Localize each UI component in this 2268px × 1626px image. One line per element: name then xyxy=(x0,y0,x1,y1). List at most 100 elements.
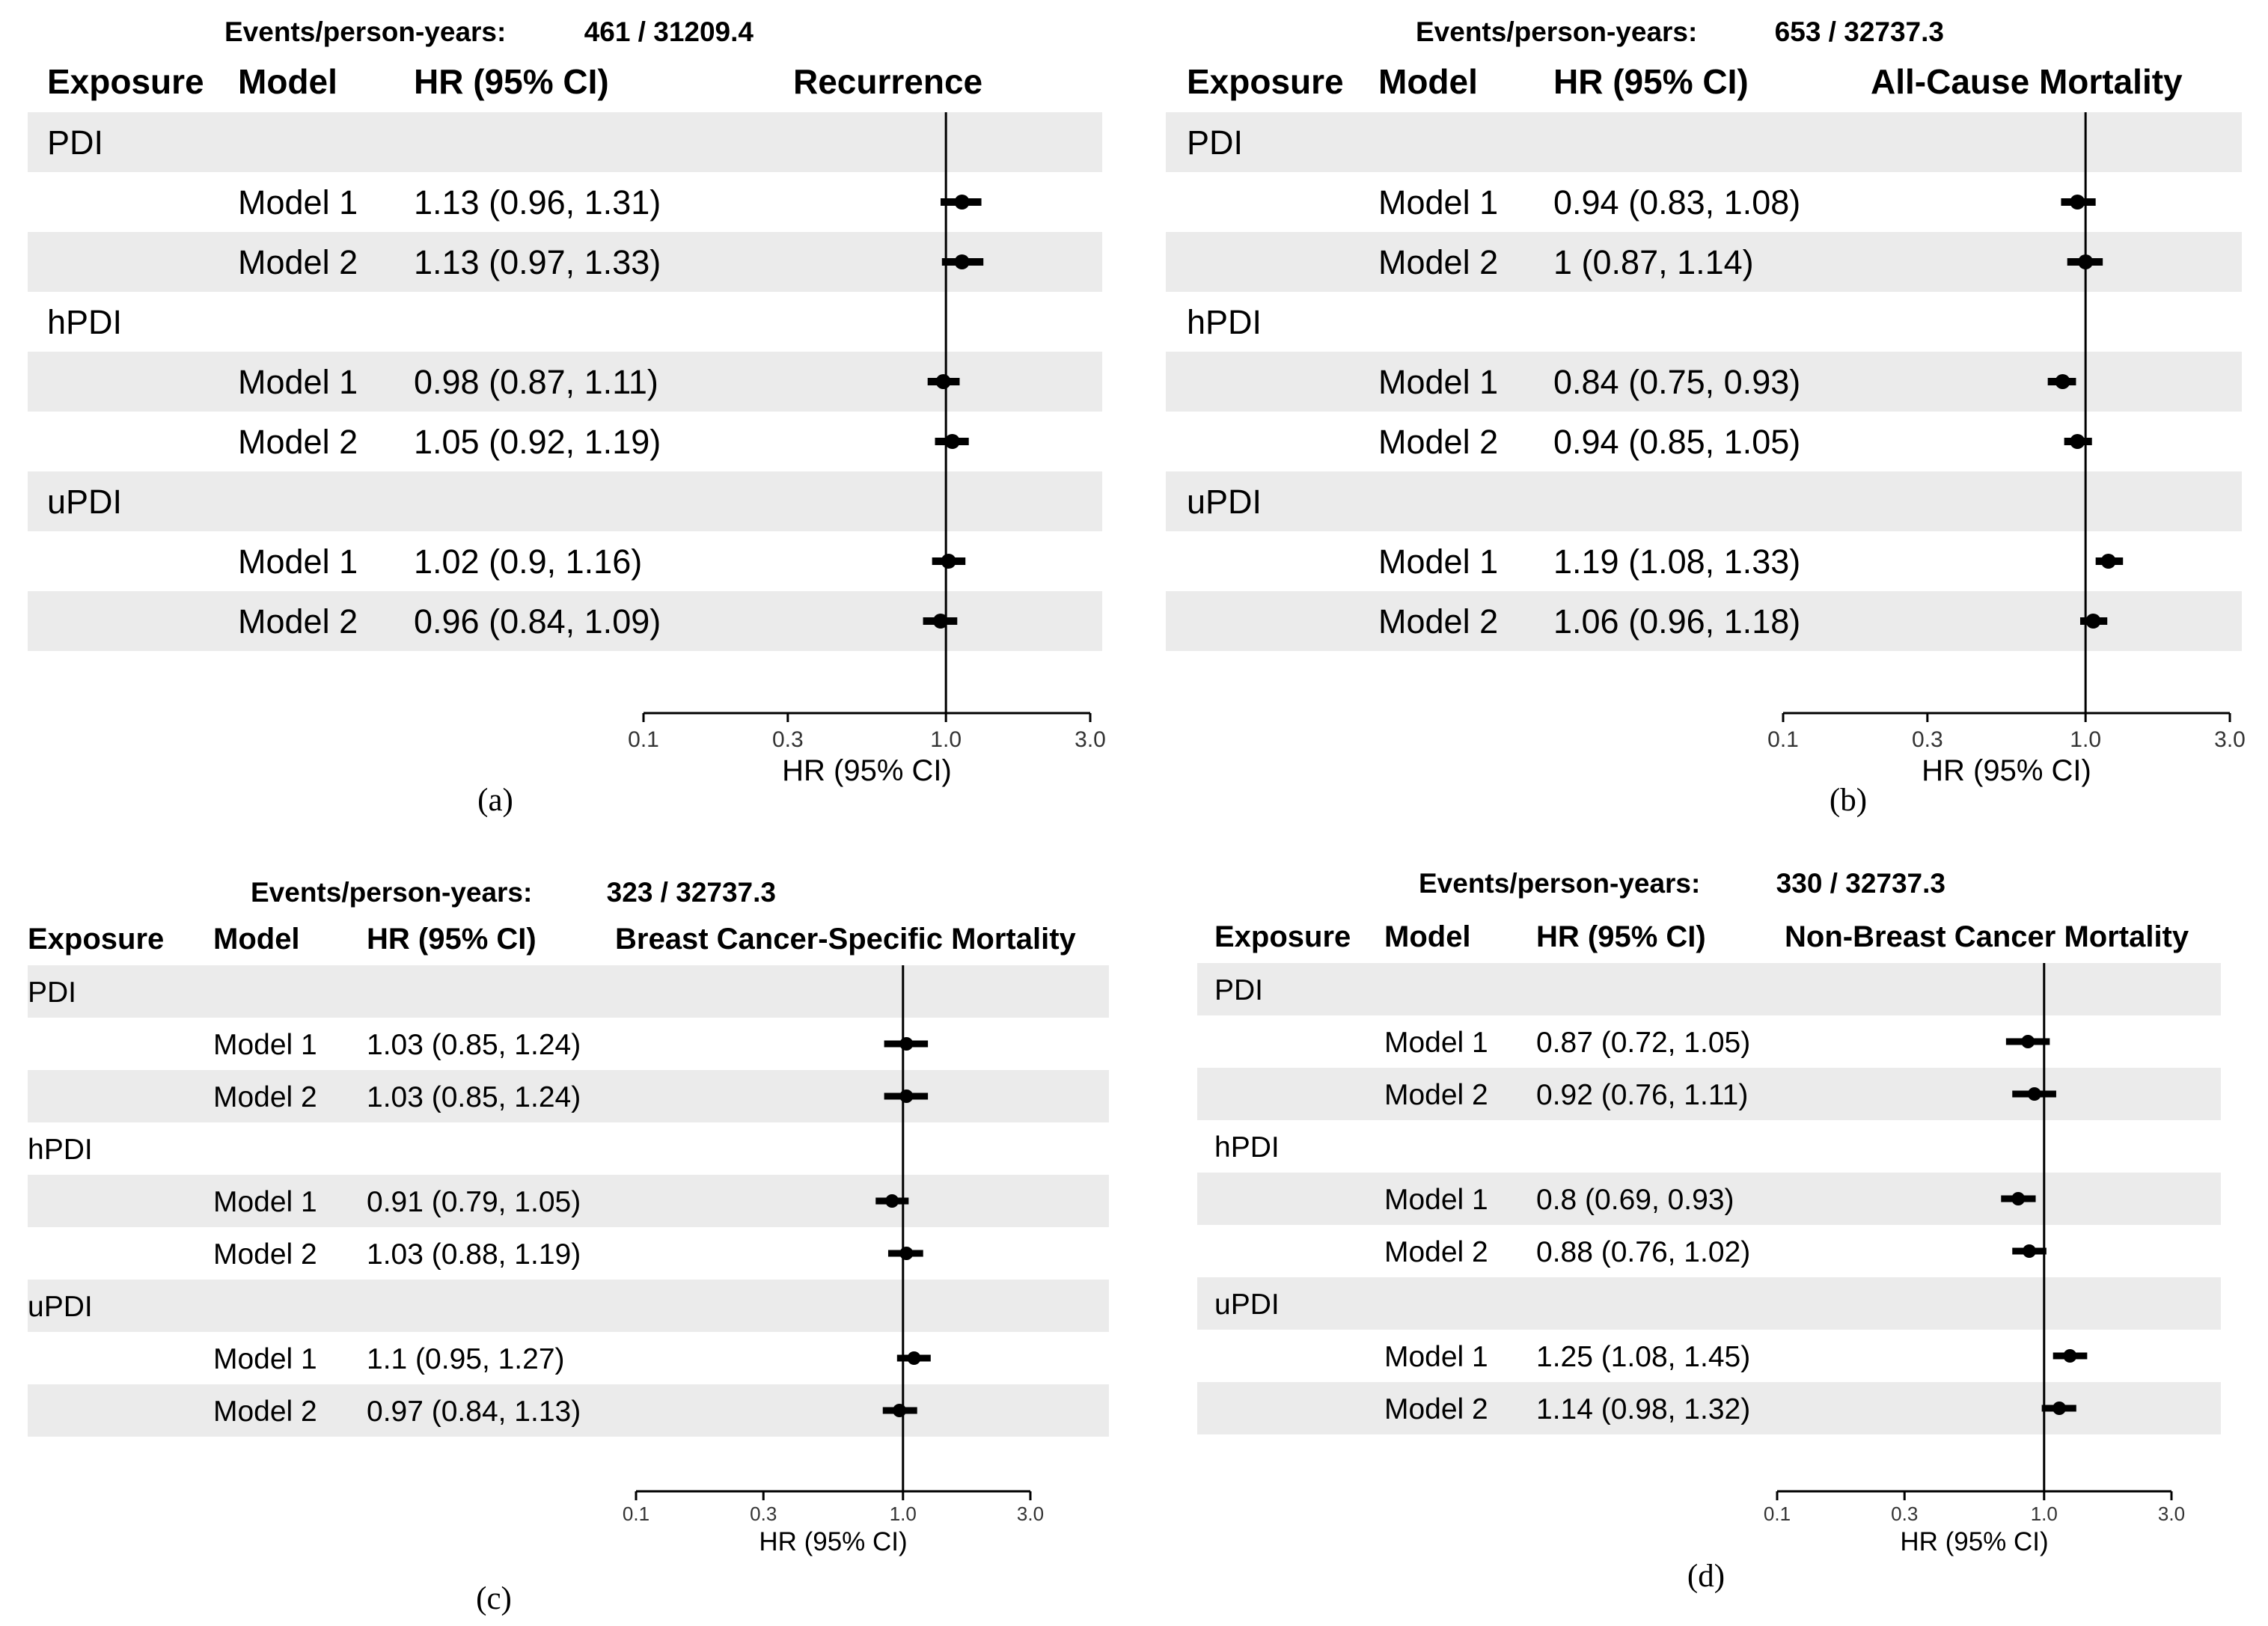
hr-point xyxy=(899,1089,914,1103)
hr-ci-label: 0.92 (0.76, 1.11) xyxy=(1536,1079,1748,1111)
hr-point xyxy=(2063,1349,2077,1363)
panel-title: Breast Cancer-Specific Mortality xyxy=(615,923,1077,956)
hr-point xyxy=(2078,254,2094,269)
x-axis-title: HR (95% CI) xyxy=(782,754,952,787)
hr-point xyxy=(2022,1244,2036,1258)
model-label: Model 2 xyxy=(238,423,358,461)
x-axis: 0.1 0.3 1.0 3.0 HR (95% CI) xyxy=(628,712,1106,787)
row-stripe xyxy=(1166,112,2242,172)
column-header-model: Model xyxy=(213,923,300,956)
hr-ci-label: 0.87 (0.72, 1.05) xyxy=(1536,1027,1750,1059)
model-label: Model 1 xyxy=(213,1343,317,1375)
model-label: Model 1 xyxy=(1384,1341,1488,1373)
hr-point xyxy=(899,1247,914,1260)
exposure-label: hPDI xyxy=(1187,303,1262,341)
hr-point xyxy=(2085,614,2101,629)
hr-point xyxy=(935,374,951,389)
events-value: 461 / 31209.4 xyxy=(584,16,754,47)
exposure-label: hPDI xyxy=(1214,1131,1280,1164)
row-stripe xyxy=(28,232,1102,292)
hr-ci-label: 0.8 (0.69, 0.93) xyxy=(1536,1184,1734,1216)
hr-ci-label: 0.98 (0.87, 1.11) xyxy=(414,363,658,401)
model-label: Model 2 xyxy=(1384,1079,1488,1111)
hr-ci-label: 0.91 (0.79, 1.05) xyxy=(367,1186,581,1218)
x-tick-label: 0.3 xyxy=(1912,727,1943,752)
x-tick-label: 3.0 xyxy=(2158,1503,2185,1525)
row-stripe xyxy=(1197,1277,2221,1330)
hr-point xyxy=(893,1404,907,1417)
model-label: Model 2 xyxy=(1378,423,1498,461)
column-header-exposure: Exposure xyxy=(1214,920,1351,953)
row-stripes xyxy=(28,965,1109,1437)
hr-point xyxy=(2100,554,2116,569)
model-label: Model 1 xyxy=(213,1186,317,1218)
model-label: Model 1 xyxy=(1378,542,1498,581)
x-tick-label: 3.0 xyxy=(1075,727,1106,752)
model-label: Model 1 xyxy=(1384,1027,1488,1059)
hr-point xyxy=(944,434,960,449)
hr-ci-label: 1.13 (0.97, 1.33) xyxy=(414,243,661,281)
column-header-hr: HR (95% CI) xyxy=(1536,920,1706,953)
x-tick-label: 0.3 xyxy=(772,727,804,752)
exposure-label: hPDI xyxy=(28,1134,93,1166)
hr-ci-label: 1.1 (0.95, 1.27) xyxy=(367,1343,565,1375)
column-header-hr: HR (95% CI) xyxy=(367,923,537,956)
row-stripe xyxy=(28,1070,1109,1122)
model-label: Model 2 xyxy=(213,1081,317,1113)
events-value: 330 / 32737.3 xyxy=(1776,868,1945,899)
hr-ci-label: 0.94 (0.85, 1.05) xyxy=(1553,423,1800,461)
panel-title: All-Cause Mortality xyxy=(1871,62,2183,101)
panel-caption: (a) xyxy=(477,783,513,818)
row-stripe xyxy=(1197,1173,2221,1225)
exposure-label: hPDI xyxy=(47,303,122,341)
model-label: Model 2 xyxy=(1378,602,1498,641)
model-label: Model 1 xyxy=(1378,363,1498,401)
exposure-label: uPDI xyxy=(28,1291,93,1323)
hr-ci-label: 1.14 (0.98, 1.32) xyxy=(1536,1393,1750,1425)
row-stripe xyxy=(28,352,1102,412)
panel-title: Recurrence xyxy=(793,62,982,101)
exposure-label: uPDI xyxy=(1214,1289,1280,1321)
column-header-hr: HR (95% CI) xyxy=(414,62,609,101)
hr-ci-label: 1.19 (1.08, 1.33) xyxy=(1553,542,1800,581)
hr-point xyxy=(954,254,970,269)
hr-ci-label: 1.03 (0.85, 1.24) xyxy=(367,1081,581,1113)
model-label: Model 1 xyxy=(213,1029,317,1061)
panel-title: Non-Breast Cancer Mortality xyxy=(1785,920,2189,953)
model-label: Model 2 xyxy=(213,1396,317,1428)
events-value: 323 / 32737.3 xyxy=(607,877,776,908)
model-label: Model 1 xyxy=(238,542,358,581)
exposure-label: PDI xyxy=(1187,123,1243,162)
exposure-label: PDI xyxy=(1214,974,1263,1006)
panel-c: Events/person-years: 323 / 32737.3 Exposur… xyxy=(28,877,1109,1616)
column-header-model: Model xyxy=(238,62,337,101)
exposure-label: PDI xyxy=(28,976,76,1009)
x-tick-label: 0.1 xyxy=(623,1503,649,1525)
hr-point xyxy=(2070,434,2085,449)
panel-a: Events/person-years: 461 / 31209.4 Exposur… xyxy=(28,16,1106,818)
hr-ci-label: 0.84 (0.75, 0.93) xyxy=(1553,363,1800,401)
hr-ci-label: 0.94 (0.83, 1.08) xyxy=(1553,183,1800,221)
row-stripe xyxy=(1166,232,2242,292)
row-stripe xyxy=(1166,471,2242,531)
hr-point xyxy=(941,554,956,569)
events-label: Events/person-years: xyxy=(1419,868,1700,899)
row-stripe xyxy=(28,1384,1109,1437)
model-label: Model 2 xyxy=(1384,1393,1488,1425)
row-stripe xyxy=(28,965,1109,1018)
panel-caption: (c) xyxy=(476,1581,512,1616)
events-label: Events/person-years: xyxy=(251,877,532,908)
column-header-model: Model xyxy=(1378,62,1478,101)
hr-ci-label: 1.02 (0.9, 1.16) xyxy=(414,542,642,581)
hr-ci-label: 1.03 (0.85, 1.24) xyxy=(367,1029,581,1061)
panel-b: Events/person-years: 653 / 32737.3 Exposur… xyxy=(1166,16,2246,818)
hr-point xyxy=(2055,374,2070,389)
model-label: Model 2 xyxy=(1378,243,1498,281)
row-stripe xyxy=(28,1280,1109,1332)
model-label: Model 1 xyxy=(1384,1184,1488,1216)
column-header-exposure: Exposure xyxy=(28,923,164,956)
hr-ci-label: 0.97 (0.84, 1.13) xyxy=(367,1396,581,1428)
column-header-exposure: Exposure xyxy=(1187,62,1344,101)
x-axis: 0.1 0.3 1.0 3.0 HR (95% CI) xyxy=(1767,712,2246,787)
